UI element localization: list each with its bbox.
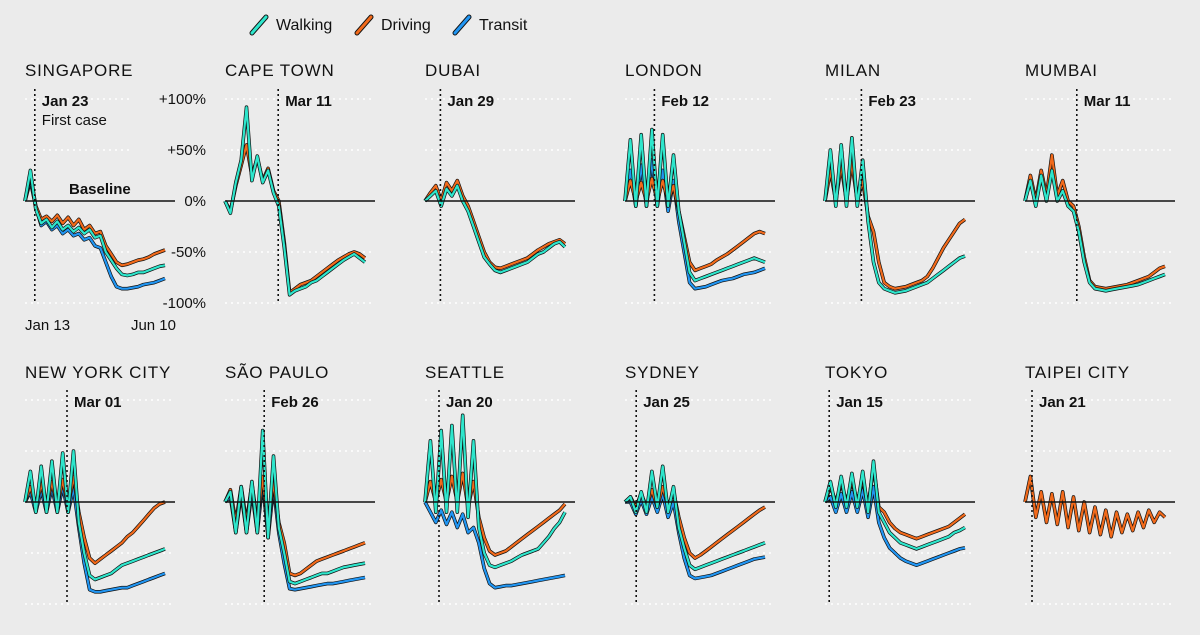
series-line-driving — [1023, 154, 1166, 290]
series-line-walking — [823, 460, 966, 550]
event-marker-label: Jan 29 — [447, 93, 494, 110]
y-tick-label: -100% — [163, 295, 206, 312]
legend-swatch-transit — [453, 15, 471, 35]
first-case-note: First case — [42, 112, 107, 129]
city-title-dubai: DUBAI — [425, 61, 481, 80]
city-title-s-o-paulo: SÃO PAULO — [225, 363, 329, 382]
baseline-label: Baseline — [69, 181, 131, 198]
event-marker-label: Feb 23 — [868, 93, 916, 110]
series-line-walking — [23, 449, 166, 581]
series-line-driving — [624, 485, 766, 560]
series-line-driving — [424, 179, 566, 270]
x-end-label: Jun 10 — [131, 317, 176, 334]
legend-label-transit: Transit — [479, 17, 528, 34]
y-tick-label: +100% — [159, 91, 206, 108]
series-outline-walking — [623, 464, 766, 572]
city-title-london: LONDON — [625, 61, 703, 80]
event-marker-label: Jan 25 — [643, 394, 690, 411]
city-title-seattle: SEATTLE — [425, 363, 505, 382]
legend-label-driving: Driving — [381, 17, 431, 34]
series-outline-driving — [1023, 153, 1166, 291]
city-title-taipei-city: TAIPEI CITY — [1025, 363, 1130, 382]
series-line-driving — [23, 174, 166, 267]
series-line-walking — [623, 128, 766, 282]
event-marker-label: Jan 23 — [42, 93, 89, 110]
city-title-new-york-city: NEW YORK CITY — [25, 363, 171, 382]
event-marker-label: Jan 15 — [836, 394, 883, 411]
series-line-walking — [424, 184, 566, 274]
y-tick-label: -50% — [171, 244, 206, 261]
series-line-walking — [223, 106, 366, 296]
legend-swatch-driving — [355, 15, 373, 35]
series-line-walking — [423, 414, 566, 569]
series-line-driving — [1023, 475, 1166, 538]
y-tick-label: +50% — [167, 142, 206, 159]
series-line-walking — [23, 169, 166, 277]
series-outline-walking — [423, 183, 567, 275]
event-marker-label: Mar 11 — [1084, 93, 1131, 110]
legend-swatch-walking — [250, 15, 268, 35]
city-title-singapore: SINGAPORE — [25, 61, 133, 80]
event-marker-label: Mar 01 — [74, 394, 122, 411]
event-marker-label: Mar 11 — [285, 93, 332, 110]
series-line-driving — [23, 475, 166, 565]
city-title-tokyo: TOKYO — [825, 363, 888, 382]
series-line-transit — [424, 501, 566, 589]
event-marker-label: Jan 21 — [1039, 394, 1086, 411]
series-line-walking — [224, 429, 366, 585]
series-line-walking — [823, 136, 966, 294]
series-outline-driving — [223, 143, 367, 295]
series-outline-walking — [23, 449, 166, 582]
city-title-milan: MILAN — [825, 61, 881, 80]
city-title-cape-town: CAPE TOWN — [225, 61, 335, 80]
city-title-sydney: SYDNEY — [625, 363, 700, 382]
y-tick-label: 0% — [184, 193, 206, 210]
legend-label-walking: Walking — [276, 17, 332, 34]
event-marker-label: Feb 26 — [271, 394, 319, 411]
event-marker-label: Jan 20 — [446, 394, 493, 411]
series-line-driving — [224, 143, 366, 294]
series-line-walking — [1023, 169, 1166, 292]
city-title-mumbai: MUMBAI — [1025, 61, 1098, 80]
event-marker-label: Feb 12 — [661, 93, 709, 110]
x-start-label: Jan 13 — [25, 317, 70, 334]
series-line-walking — [624, 465, 766, 571]
